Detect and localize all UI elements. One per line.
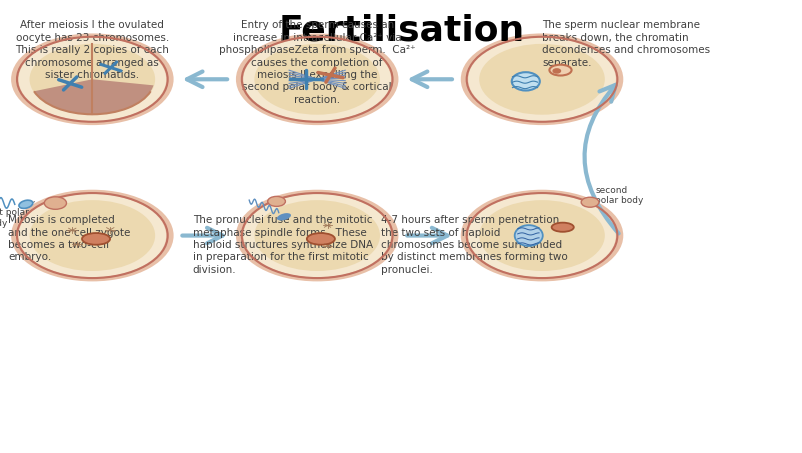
Circle shape <box>236 34 398 125</box>
Circle shape <box>460 190 622 281</box>
Circle shape <box>479 44 604 115</box>
Ellipse shape <box>549 65 571 76</box>
Ellipse shape <box>306 233 334 245</box>
Ellipse shape <box>511 72 539 91</box>
Wedge shape <box>34 79 153 114</box>
Circle shape <box>553 69 560 73</box>
Text: The sperm nuclear membrane
breaks down, the chromatin
decondenses and chromosome: The sperm nuclear membrane breaks down, … <box>541 20 709 67</box>
Text: Entry of the sperm causes an
increase in intracellular Ca²⁺ via
phospholipaseZet: Entry of the sperm causes an increase in… <box>219 20 415 105</box>
Circle shape <box>468 38 615 121</box>
Circle shape <box>30 44 155 115</box>
Circle shape <box>243 38 391 121</box>
Circle shape <box>254 200 379 271</box>
Text: 4-7 hours after sperm penetration
the two sets of haploid
chromosomes become sur: 4-7 hours after sperm penetration the tw… <box>381 215 568 275</box>
Ellipse shape <box>82 233 110 245</box>
Circle shape <box>44 197 67 209</box>
Circle shape <box>18 38 166 121</box>
Circle shape <box>460 34 622 125</box>
Circle shape <box>18 194 166 277</box>
Circle shape <box>468 194 615 277</box>
Circle shape <box>30 200 155 271</box>
Circle shape <box>479 200 604 271</box>
Circle shape <box>236 190 398 281</box>
Text: second
polar body: second polar body <box>587 186 642 205</box>
Text: Mitosis is completed
and the one cell zygote
becomes a two-cell
embryo.: Mitosis is completed and the one cell zy… <box>8 215 130 262</box>
Text: After meiosis I the ovulated
oocyte has 23 chromosomes.
This is really 2 copies : After meiosis I the ovulated oocyte has … <box>15 20 169 80</box>
Ellipse shape <box>277 213 290 221</box>
Circle shape <box>11 34 173 125</box>
Circle shape <box>581 197 598 207</box>
Ellipse shape <box>551 222 573 232</box>
Circle shape <box>11 190 173 281</box>
Text: first polar
body: first polar body <box>0 202 34 228</box>
Circle shape <box>254 44 379 115</box>
Ellipse shape <box>19 200 33 208</box>
Text: The pronuclei fuse and the mitotic
metaphase spindle forms . These
haploid struc: The pronuclei fuse and the mitotic metap… <box>192 215 372 275</box>
Circle shape <box>267 197 285 207</box>
Text: Fertilisation: Fertilisation <box>278 14 524 48</box>
Ellipse shape <box>514 225 542 246</box>
Circle shape <box>243 194 391 277</box>
